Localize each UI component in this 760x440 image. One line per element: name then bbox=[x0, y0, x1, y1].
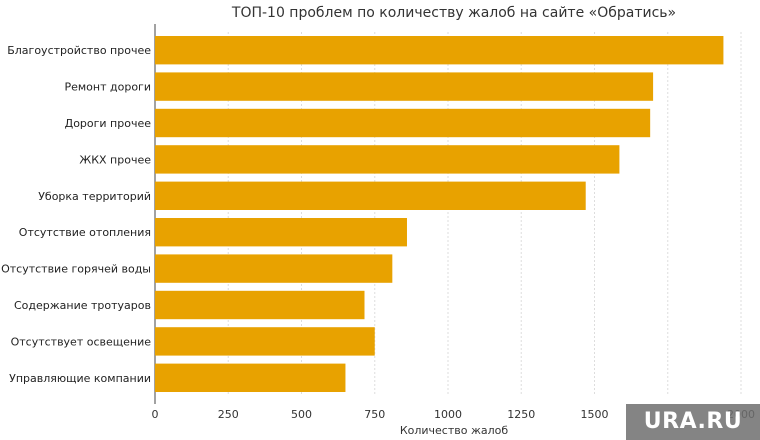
x-tick-label-4: 1000 bbox=[434, 408, 462, 421]
bars bbox=[155, 36, 724, 392]
bar-0 bbox=[155, 36, 724, 65]
category-label-7: Содержание тротуаров bbox=[14, 299, 151, 312]
bar-6 bbox=[155, 254, 393, 283]
bar-3 bbox=[155, 145, 620, 174]
category-label-0: Благоустройство прочее bbox=[7, 44, 151, 57]
bar-4 bbox=[155, 181, 586, 210]
bar-5 bbox=[155, 218, 407, 247]
watermark-logo: URA.RU bbox=[626, 404, 760, 440]
category-label-9: Управляющие компании bbox=[9, 372, 151, 385]
x-tick-label-5: 1250 bbox=[507, 408, 535, 421]
bar-9 bbox=[155, 363, 346, 392]
category-label-5: Отсутствие отопления bbox=[19, 226, 151, 239]
bar-1 bbox=[155, 72, 654, 101]
x-tick-label-0: 0 bbox=[152, 408, 159, 421]
x-tick-label-3: 750 bbox=[364, 408, 385, 421]
x-tick-label-1: 250 bbox=[218, 408, 239, 421]
category-label-4: Уборка территорий bbox=[38, 190, 151, 203]
category-labels: Благоустройство прочее Ремонт дороги Дорог… bbox=[1, 44, 151, 385]
x-axis-label: Количество жалоб bbox=[400, 424, 509, 437]
bar-7 bbox=[155, 290, 365, 320]
category-label-2: Дороги прочее bbox=[65, 117, 152, 130]
bar-8 bbox=[155, 327, 375, 356]
chart-title: ТОП-10 проблем по количеству жалоб на са… bbox=[231, 5, 676, 21]
category-label-1: Ремонт дороги bbox=[64, 81, 151, 94]
bar-2 bbox=[155, 108, 651, 138]
category-label-8: Отсутствует освещение bbox=[11, 335, 152, 348]
category-label-3: ЖКХ прочее bbox=[79, 153, 151, 166]
category-label-6: Отсутствие горячей воды bbox=[1, 263, 151, 276]
x-tick-label-6: 1500 bbox=[581, 408, 609, 421]
x-tick-label-2: 500 bbox=[291, 408, 312, 421]
